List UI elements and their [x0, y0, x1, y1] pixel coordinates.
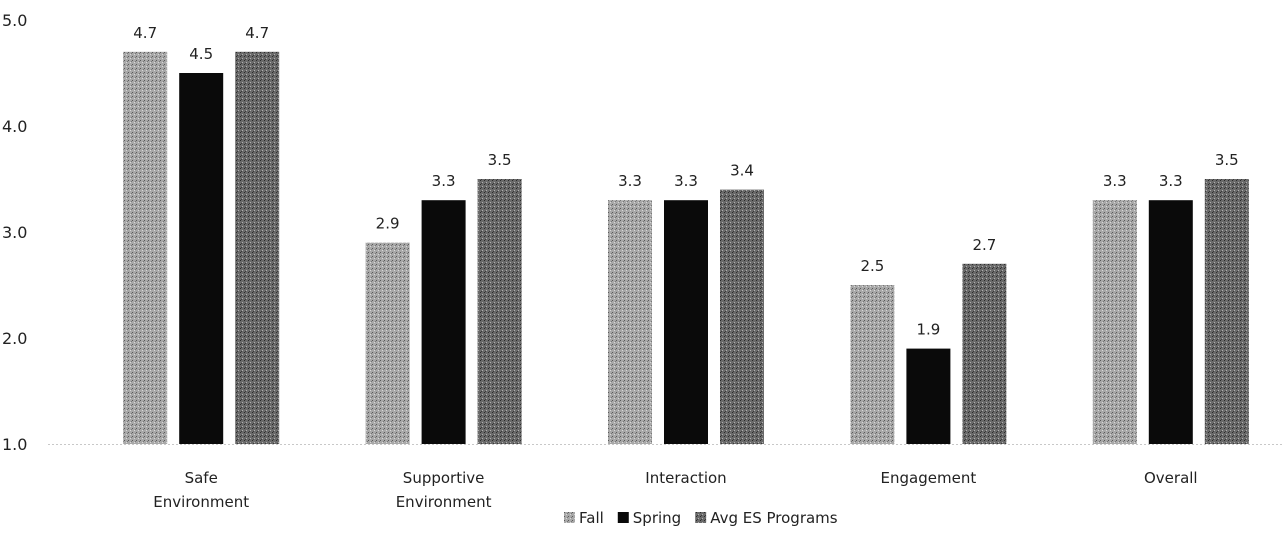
data-label: 3.5 [488, 151, 512, 169]
bar-avg-es-programs [477, 179, 522, 444]
x-category-label: Interaction [645, 469, 726, 487]
data-label: 4.7 [133, 24, 157, 42]
bars-group [123, 51, 1249, 445]
bar-spring [664, 200, 708, 444]
legend-label: Spring [633, 509, 681, 527]
y-axis: 1.0 2.0 3.0 4.0 5.0 [2, 11, 27, 454]
bar-fall [850, 285, 895, 444]
data-label: 3.5 [1215, 151, 1239, 169]
bar-spring [1148, 200, 1193, 444]
y-tick-label: 1.0 [2, 435, 27, 454]
x-category-label: Engagement [881, 469, 977, 487]
data-label: 4.5 [189, 45, 213, 63]
y-tick-label: 4.0 [2, 117, 27, 136]
bar-spring [179, 73, 224, 444]
data-label: 1.9 [916, 321, 940, 339]
x-category-label: Overall [1144, 469, 1198, 487]
data-label: 3.3 [1159, 172, 1183, 190]
value-labels-group: 4.7 4.5 4.7 2.9 3.3 3.5 3.3 3.3 3.4 2.5 1.9 2.7 3.3 3… [133, 24, 1238, 339]
data-label: 2.9 [376, 215, 400, 233]
x-category-label: Safe [185, 469, 218, 487]
bar-spring [906, 348, 951, 444]
x-category-label: Environment [153, 493, 249, 511]
legend-swatch-spring [617, 512, 629, 523]
data-label: 3.4 [730, 162, 754, 180]
bar-avg-es-programs [1204, 179, 1249, 444]
legend-swatch-fall [564, 512, 575, 523]
data-label: 4.7 [245, 24, 269, 42]
bar-avg-es-programs [962, 263, 1007, 444]
category-labels-group: Safe Environment Supportive Environment Inte… [153, 469, 1197, 511]
legend-label: Avg ES Programs [710, 509, 838, 527]
legend-label: Fall [579, 509, 604, 527]
bar-avg-es-programs [720, 189, 764, 444]
legend-swatch-avg-es-programs [695, 512, 707, 523]
data-label: 3.3 [432, 172, 456, 190]
y-tick-label: 5.0 [2, 11, 27, 30]
bar-avg-es-programs [235, 51, 280, 445]
data-label: 3.3 [674, 172, 698, 190]
data-label: 2.7 [972, 236, 996, 254]
bar-spring [421, 200, 466, 444]
x-category-label: Environment [396, 493, 492, 511]
legend: Fall Spring Avg ES Programs [564, 509, 838, 527]
bar-fall [123, 51, 168, 445]
bar-fall [1092, 200, 1137, 444]
data-label: 3.3 [1103, 172, 1127, 190]
x-category-label: Supportive [403, 469, 485, 487]
y-tick-label: 3.0 [2, 223, 27, 242]
bar-fall [608, 200, 652, 444]
y-tick-label: 2.0 [2, 329, 27, 348]
bar-fall [365, 242, 410, 444]
data-label: 2.5 [860, 257, 884, 275]
data-label: 3.3 [618, 172, 642, 190]
